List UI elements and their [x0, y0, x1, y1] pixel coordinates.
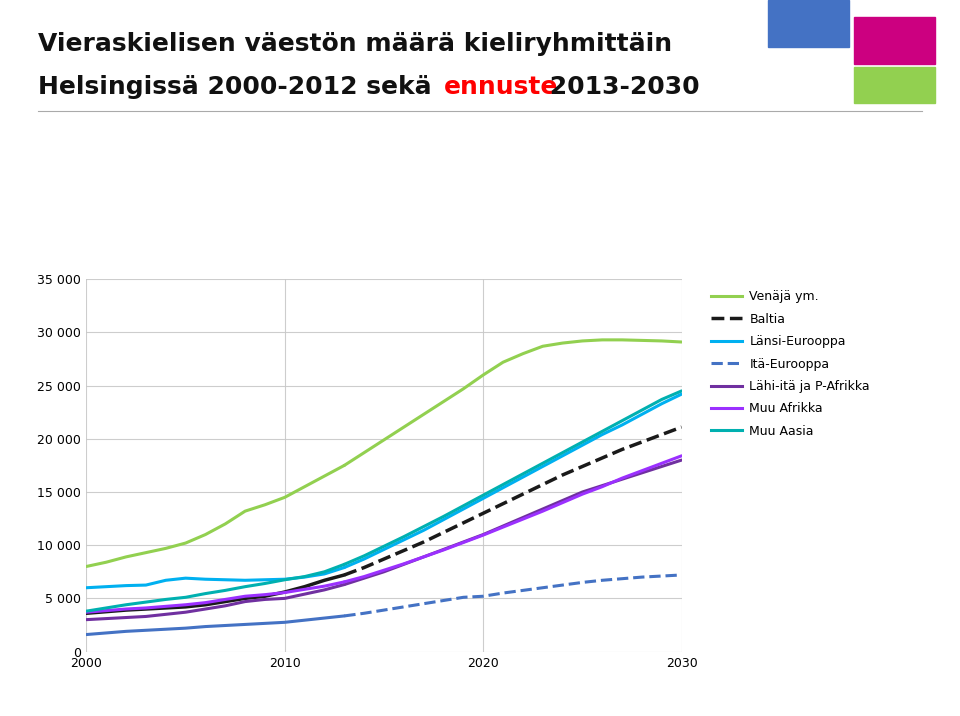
Text: Vieraskielisen väestön määrä kieliryhmittäin: Vieraskielisen väestön määrä kieliryhmit…: [38, 32, 673, 57]
Legend: Venäjä ym., Baltia, Länsi-Eurooppa, Itä-Eurooppa, Lähi-itä ja P-Afrikka, Muu Afr: Venäjä ym., Baltia, Länsi-Eurooppa, Itä-…: [706, 286, 876, 442]
Text: 31.1.2013: 31.1.2013: [10, 692, 73, 705]
Bar: [854, 67, 935, 103]
Bar: [768, 0, 849, 47]
Text: 19: 19: [932, 692, 948, 705]
Bar: [854, 17, 935, 64]
Text: Asta Manninen: Asta Manninen: [434, 692, 526, 705]
Text: Helsingissä 2000-2012 sekä: Helsingissä 2000-2012 sekä: [38, 75, 441, 100]
Text: ennuste: ennuste: [444, 75, 558, 100]
Text: 2013-2030: 2013-2030: [541, 75, 700, 100]
